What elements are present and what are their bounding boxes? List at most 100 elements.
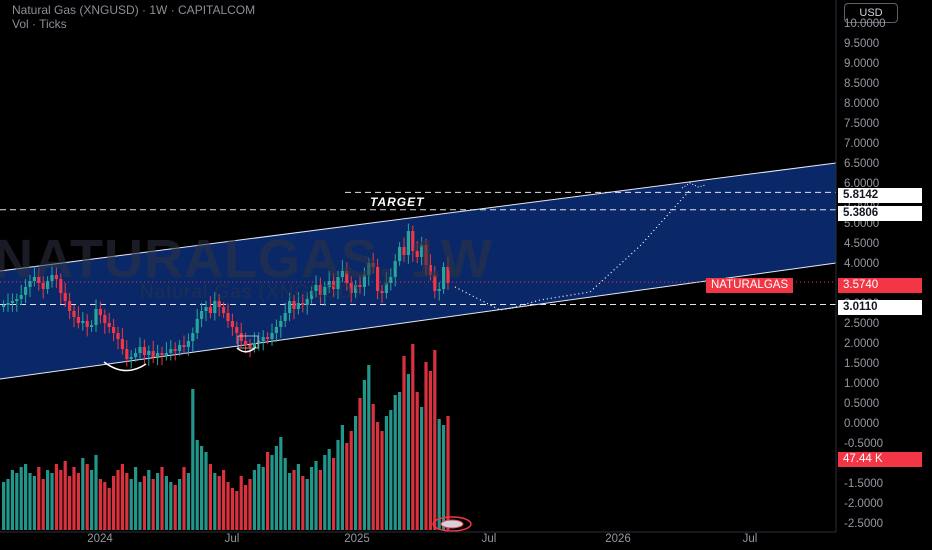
candle-body bbox=[134, 353, 138, 357]
candle-body bbox=[19, 295, 23, 299]
candle-body bbox=[358, 285, 362, 287]
parallel-channel[interactable] bbox=[0, 163, 836, 379]
candle-body bbox=[120, 339, 124, 349]
volume-last-tag: 47.44 K bbox=[838, 452, 922, 467]
price-scale-label: 8.5000 bbox=[844, 78, 880, 90]
candle-body bbox=[68, 301, 72, 311]
volume-bar bbox=[239, 476, 243, 530]
candle-body bbox=[63, 293, 67, 301]
candle-body bbox=[248, 345, 252, 347]
volume-bar bbox=[345, 443, 349, 530]
symbol-watermark-description: Natural Gas (XNGUSD) bbox=[140, 282, 361, 303]
candle-body bbox=[32, 277, 36, 281]
candle-body bbox=[213, 301, 217, 313]
volume-bar bbox=[367, 365, 371, 530]
legend-symbol-title[interactable]: Natural Gas (XNGUSD) · 1W · CAPITALCOM bbox=[12, 3, 256, 17]
volume-bar bbox=[274, 446, 278, 530]
volume-bar bbox=[59, 470, 63, 530]
volume-bar bbox=[2, 482, 6, 530]
volume-bar bbox=[19, 467, 23, 530]
candle-body bbox=[239, 333, 243, 341]
candle-body bbox=[345, 271, 349, 283]
candle-body bbox=[420, 245, 424, 257]
candle-body bbox=[195, 319, 199, 333]
candle-body bbox=[318, 285, 322, 295]
price-scale-label: -2.0000 bbox=[844, 498, 884, 510]
volume-bar bbox=[28, 473, 32, 530]
candle-body bbox=[310, 291, 314, 299]
price-scale-label: 7.5000 bbox=[844, 118, 880, 130]
candle-body bbox=[415, 251, 419, 257]
candle-body bbox=[200, 311, 204, 319]
candle-body bbox=[340, 271, 344, 277]
target-annotation[interactable]: TARGET bbox=[370, 195, 425, 209]
candle-body bbox=[59, 279, 63, 293]
candle-body bbox=[292, 301, 296, 309]
candle-body bbox=[288, 301, 292, 313]
price-scale-label: -0.5000 bbox=[844, 438, 884, 450]
volume-bar bbox=[226, 482, 230, 530]
time-scale-label: 2026 bbox=[605, 533, 631, 545]
candle-body bbox=[204, 307, 208, 311]
price-scale-label: 7.0000 bbox=[844, 138, 880, 150]
candle-body bbox=[266, 337, 270, 339]
candle-body bbox=[332, 281, 336, 289]
volume-bar bbox=[283, 458, 287, 530]
price-scale-label: 0.5000 bbox=[844, 398, 880, 410]
volume-bar bbox=[72, 467, 76, 530]
legend-volume[interactable]: Vol · Ticks bbox=[12, 17, 67, 31]
volume-bar bbox=[252, 470, 256, 530]
candle-body bbox=[446, 267, 450, 283]
time-scale-label: 2024 bbox=[87, 533, 113, 545]
channel-upper-line[interactable] bbox=[0, 162, 837, 272]
candle-body bbox=[230, 321, 234, 327]
price-scale-label: 1.5000 bbox=[844, 358, 880, 370]
projection-dip-path bbox=[454, 286, 513, 311]
candle-body bbox=[235, 327, 239, 333]
candle-body bbox=[129, 357, 133, 359]
volume-bar bbox=[63, 461, 67, 530]
volume-bar bbox=[107, 488, 111, 530]
volume-bar bbox=[200, 446, 204, 530]
volume-bar bbox=[402, 356, 406, 530]
projection-rally-path bbox=[511, 189, 691, 309]
price-scale-label: 1.0000 bbox=[844, 378, 880, 390]
volume-bar bbox=[6, 479, 10, 530]
candle-body bbox=[349, 283, 353, 293]
volume-bar bbox=[261, 467, 265, 530]
consolidation-box bbox=[237, 335, 259, 349]
candle-body bbox=[85, 321, 89, 327]
candle-body bbox=[424, 245, 428, 265]
candle-body bbox=[50, 275, 54, 281]
price-scale-label: 6.5000 bbox=[844, 158, 880, 170]
volume-bar bbox=[340, 425, 344, 530]
candle-body bbox=[389, 277, 393, 283]
candle-body bbox=[296, 303, 300, 309]
volume-bar bbox=[442, 425, 446, 530]
volume-bar bbox=[164, 476, 168, 530]
volume-bar bbox=[160, 467, 164, 530]
candle-body bbox=[116, 333, 120, 339]
candle-body bbox=[244, 341, 248, 345]
time-scale-label: Jul bbox=[481, 533, 497, 545]
currency-button[interactable]: USD bbox=[844, 3, 898, 23]
volume-bar bbox=[398, 392, 402, 530]
price-scale-label: 10.0000 bbox=[844, 18, 886, 30]
candle-body bbox=[252, 343, 256, 347]
candle-body bbox=[402, 247, 406, 255]
candle-body bbox=[90, 325, 94, 327]
volume-bar bbox=[446, 416, 450, 530]
price-scale-label: 8.0000 bbox=[844, 98, 880, 110]
candle-body bbox=[270, 333, 274, 339]
price-scale-label: -2.5000 bbox=[844, 518, 884, 530]
candle-body bbox=[28, 281, 32, 287]
volume-bar bbox=[424, 362, 428, 530]
volume-bar bbox=[244, 485, 248, 530]
level-tag-support: 3.0110 bbox=[838, 300, 922, 315]
candle-body bbox=[354, 285, 358, 293]
volume-bar bbox=[90, 470, 94, 530]
volume-bar bbox=[371, 404, 375, 530]
candle-body bbox=[107, 323, 111, 327]
volume-bar bbox=[178, 479, 182, 530]
